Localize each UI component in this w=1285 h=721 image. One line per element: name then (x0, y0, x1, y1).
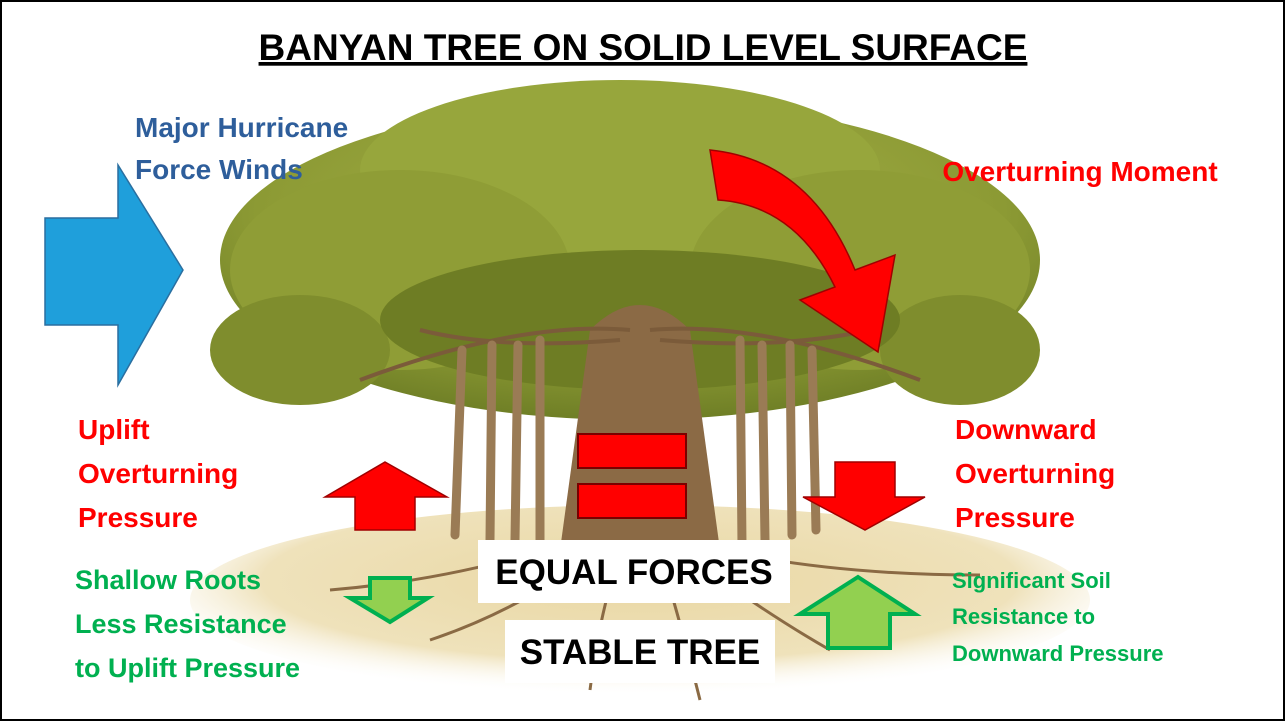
shallow-roots-label: to Uplift Pressure (75, 653, 300, 683)
page: EQUAL FORCES STABLE TREE BANYAN TREE ON … (0, 0, 1285, 721)
wind-label: Major Hurricane (135, 112, 348, 143)
shallow-roots-label: Less Resistance (75, 609, 287, 639)
equals-bar (578, 434, 686, 468)
equals-bar (578, 484, 686, 518)
uplift-label: Overturning (78, 458, 238, 489)
soil-resistance-label: Downward Pressure (952, 641, 1164, 666)
stable-tree-label: STABLE TREE (520, 633, 760, 672)
title: BANYAN TREE ON SOLID LEVEL SURFACE (259, 27, 1028, 68)
downward-label: Overturning (955, 458, 1115, 489)
uplift-label: Pressure (78, 502, 198, 533)
equal-forces-label: EQUAL FORCES (495, 553, 772, 592)
uplift-label: Uplift (78, 414, 150, 445)
shallow-roots-label: Shallow Roots (75, 565, 261, 595)
moment-label: Overturning Moment (942, 156, 1217, 187)
soil-resistance-label: Resistance to (952, 604, 1095, 629)
slide: EQUAL FORCES STABLE TREE BANYAN TREE ON … (0, 0, 1285, 721)
downward-label: Downward (955, 414, 1097, 445)
soil-resistance-label: Significant Soil (952, 568, 1111, 593)
wind-label: Force Winds (135, 154, 303, 185)
downward-label: Pressure (955, 502, 1075, 533)
